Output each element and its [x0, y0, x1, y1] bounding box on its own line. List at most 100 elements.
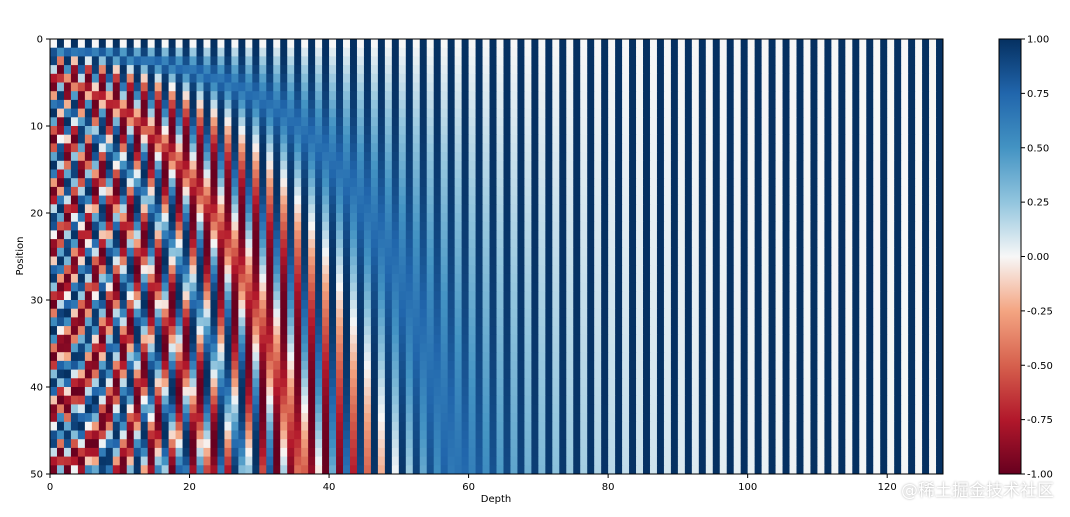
heatmap-cell — [894, 47, 902, 57]
heatmap-cell — [615, 317, 623, 327]
heatmap-cell — [747, 99, 756, 109]
heatmap-cell — [336, 82, 344, 92]
heatmap-cell — [447, 117, 456, 127]
heatmap-cell — [56, 317, 65, 327]
heatmap-cell — [405, 308, 414, 318]
heatmap-cell — [301, 73, 309, 83]
heatmap-cell — [929, 152, 937, 162]
heatmap-cell — [377, 126, 386, 136]
heatmap-cell — [105, 369, 114, 379]
heatmap-cell — [894, 91, 902, 101]
heatmap-cell — [915, 178, 923, 188]
heatmap-cell — [140, 195, 149, 205]
heatmap-cell — [56, 160, 65, 170]
heatmap-cell — [754, 369, 763, 379]
heatmap-cell — [147, 169, 156, 179]
heatmap-cell — [775, 213, 783, 223]
heatmap-cell — [768, 308, 776, 318]
heatmap-cell — [552, 334, 560, 344]
heatmap-cell — [719, 282, 728, 292]
heatmap-cell — [670, 47, 679, 57]
heatmap-cell — [740, 300, 749, 310]
heatmap-cell — [461, 317, 469, 327]
heatmap-cell — [698, 369, 707, 379]
heatmap-cell — [433, 169, 442, 179]
heatmap-cell — [552, 291, 560, 301]
heatmap-cell — [733, 308, 742, 318]
heatmap-cell — [894, 334, 902, 344]
heatmap-cell — [398, 282, 407, 292]
heatmap-cell — [608, 82, 616, 92]
heatmap-cell — [343, 99, 351, 109]
heatmap-cell — [105, 282, 114, 292]
heatmap-cell — [224, 343, 232, 353]
heatmap-cell — [336, 334, 344, 344]
heatmap-cell — [810, 108, 818, 118]
heatmap-cell — [440, 221, 449, 231]
heatmap-cell — [189, 230, 197, 240]
heatmap-cell — [363, 152, 372, 162]
heatmap-cell — [356, 230, 365, 240]
heatmap-cell — [356, 65, 365, 75]
heatmap-cell — [510, 204, 518, 214]
heatmap-cell — [901, 56, 909, 66]
heatmap-cell — [308, 317, 316, 327]
heatmap-cell — [238, 186, 246, 196]
heatmap-cell — [594, 221, 602, 231]
heatmap-cell — [63, 352, 72, 362]
heatmap-cell — [754, 169, 763, 179]
heatmap-cell — [112, 256, 121, 266]
heatmap-cell — [643, 369, 651, 379]
heatmap-cell — [698, 256, 707, 266]
heatmap-cell — [936, 99, 944, 109]
heatmap-cell — [789, 126, 797, 136]
heatmap-cell — [580, 117, 588, 127]
heatmap-cell — [908, 91, 916, 101]
heatmap-cell — [670, 39, 679, 49]
heatmap-cell — [768, 265, 776, 275]
heatmap-cell — [119, 47, 128, 57]
heatmap-cell — [929, 369, 937, 379]
heatmap-cell — [147, 221, 156, 231]
heatmap-cell — [63, 117, 72, 127]
heatmap-cell — [887, 308, 895, 318]
heatmap-cell — [147, 213, 156, 223]
heatmap-cell — [133, 265, 142, 275]
heatmap-cell — [273, 291, 281, 301]
heatmap-cell — [866, 239, 874, 249]
heatmap-cell — [817, 291, 825, 301]
heatmap-cell — [168, 126, 176, 136]
heatmap-cell — [301, 273, 309, 283]
heatmap-cell — [831, 265, 839, 275]
heatmap-cell — [468, 143, 476, 153]
heatmap-cell — [238, 99, 246, 109]
heatmap-cell — [761, 99, 769, 109]
heatmap-cell — [782, 204, 790, 214]
heatmap-cell — [552, 91, 560, 101]
heatmap-cell — [880, 291, 888, 301]
heatmap-cell — [754, 108, 763, 118]
heatmap-cell — [908, 169, 916, 179]
heatmap-cell — [622, 143, 630, 153]
heatmap-cell — [782, 230, 790, 240]
heatmap-cell — [768, 273, 776, 283]
heatmap-cell — [98, 56, 107, 66]
heatmap-cell — [510, 47, 518, 57]
heatmap-cell — [559, 265, 567, 275]
heatmap-cell — [615, 308, 623, 318]
heatmap-cell — [119, 126, 128, 136]
heatmap-cell — [649, 91, 658, 101]
heatmap-cell — [384, 108, 393, 118]
heatmap-cell — [852, 99, 860, 109]
heatmap-cell — [433, 56, 442, 66]
heatmap-cell — [133, 326, 142, 336]
heatmap-cell — [329, 317, 337, 327]
heatmap-cell — [552, 265, 560, 275]
heatmap-cell — [398, 317, 407, 327]
heatmap-cell — [608, 230, 616, 240]
heatmap-cell — [768, 291, 776, 301]
heatmap-cell — [343, 195, 351, 205]
heatmap-cell — [705, 256, 714, 266]
heatmap-cell — [922, 126, 930, 136]
heatmap-cell — [866, 369, 874, 379]
